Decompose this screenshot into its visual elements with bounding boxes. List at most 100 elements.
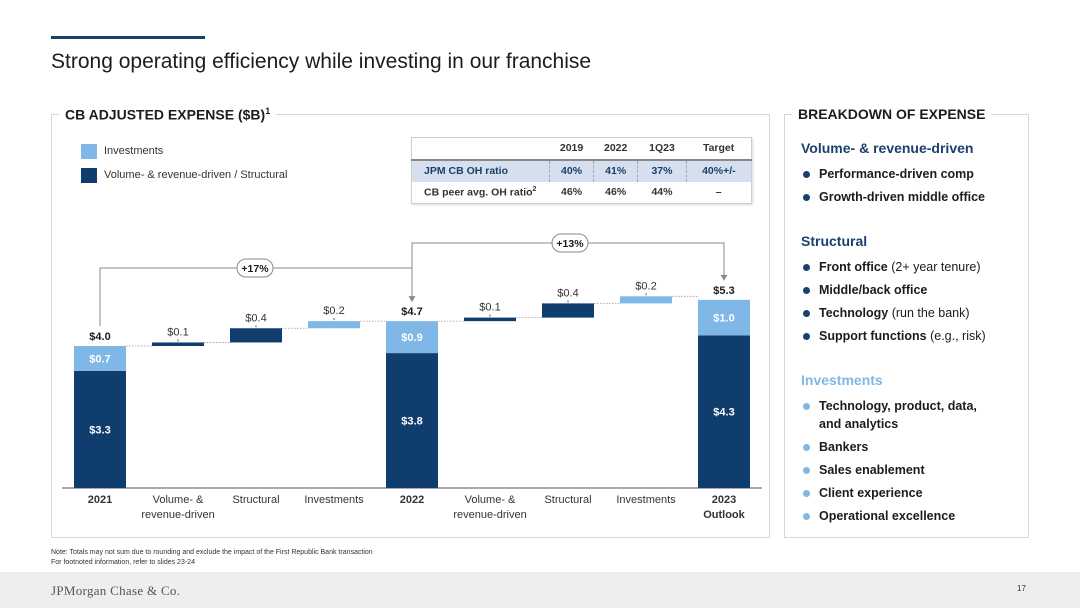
ratio-row-label: JPM CB OH ratio <box>411 159 550 182</box>
breakdown-item-bold: Sales enablement <box>819 463 925 477</box>
bullet-dot-icon <box>803 444 810 451</box>
breakdown-item-text: Middle/back office <box>819 281 927 299</box>
data-label-step: $0.4 <box>557 287 578 299</box>
breakdown-item-bold: Growth-driven middle office <box>819 190 985 204</box>
legend-label: Investments <box>104 145 164 157</box>
ratio-table-header: 2019 2022 1Q23 Target <box>411 137 752 161</box>
footer-bar <box>0 572 1080 608</box>
breakdown-item-bold: and analytics <box>819 417 899 431</box>
legend-swatch-structural <box>81 168 97 183</box>
bullet-dot-icon <box>803 333 810 340</box>
data-label-total: $4.7 <box>401 306 422 318</box>
ratio-row-peer: CB peer avg. OH ratio2 46% 46% 44% – <box>412 182 752 204</box>
breakdown-group-heading: Investments <box>801 372 883 388</box>
breakdown-item-bold: Front office <box>819 260 888 274</box>
growth-badge <box>236 258 274 278</box>
breakdown-item-bold: Technology <box>819 306 889 320</box>
category-label: Investments <box>616 494 676 506</box>
bullet-dot-icon <box>803 403 810 410</box>
data-label-investments: $0.7 <box>89 353 110 365</box>
slide-title: Strong operating efficiency while invest… <box>51 50 592 73</box>
bullet-dot-icon <box>803 490 810 497</box>
breakdown-item-bold: Client experience <box>819 486 923 500</box>
ratio-row-label: CB peer avg. OH ratio <box>424 186 533 199</box>
bullet-dot-icon <box>803 194 810 201</box>
data-label-step: $0.1 <box>479 302 500 314</box>
breakdown-item-bold: Operational excellence <box>819 509 956 523</box>
category-label: Investments <box>304 494 364 506</box>
category-label: revenue-driven <box>453 509 526 521</box>
breakdown-group-heading: Volume- & revenue-driven <box>801 140 974 156</box>
breakdown-item-text: Sales enablement <box>819 461 925 479</box>
ratio-row-jpm: JPM CB OH ratio 40% 41% 37% 40%+/- <box>411 159 752 182</box>
expense-chart-heading: CB ADJUSTED EXPENSE ($B)1 <box>59 106 277 123</box>
data-label-step: $0.4 <box>245 312 266 324</box>
breakdown-item-text: Performance-driven comp <box>819 165 974 183</box>
bar-step-investments <box>308 321 360 329</box>
category-label: 2021 <box>88 494 112 506</box>
overhead-ratio-table: 2019 2022 1Q23 Target JPM CB OH ratio 40… <box>411 137 752 204</box>
category-label: 2023 <box>712 494 736 506</box>
bullet-dot-icon <box>803 171 810 178</box>
breakdown-item-note: (run the bank) <box>888 306 970 320</box>
ratio-header-cell: Target <box>686 137 752 161</box>
title-accent-bar <box>51 36 205 39</box>
category-label: Structural <box>544 494 591 506</box>
data-label-step: $0.1 <box>167 326 188 338</box>
ratio-header-cell: 2022 <box>593 137 638 161</box>
breakdown-item-bold: Performance-driven comp <box>819 167 974 181</box>
ratio-cell: 40% <box>548 159 594 182</box>
breakdown-item-bold: Middle/back office <box>819 283 928 297</box>
legend-label: Volume- & revenue-driven / Structural <box>104 169 288 181</box>
breakdown-item-text: Client experience <box>819 484 923 502</box>
breakdown-item-bold: Bankers <box>819 440 869 454</box>
data-label-total: $4.0 <box>89 331 110 343</box>
category-label: Structural <box>232 494 279 506</box>
breakdown-item-text: Technology (run the bank) <box>819 304 970 322</box>
expense-chart-heading-text: CB ADJUSTED EXPENSE ($B) <box>65 106 266 123</box>
data-label-investments: $1.0 <box>713 313 734 325</box>
ratio-header-cell: 2019 <box>549 137 594 161</box>
breakdown-group-heading: Structural <box>801 233 868 249</box>
growth-badge-label: +13% <box>556 238 584 250</box>
bar-total-structural <box>698 335 750 488</box>
ratio-row-footnote: 2 <box>532 186 537 193</box>
data-label-total: $5.3 <box>713 285 734 297</box>
data-label-investments: $0.9 <box>401 332 422 344</box>
footnote-reference: For footnoted information, refer to slid… <box>51 559 195 566</box>
ratio-header-cell <box>411 137 550 161</box>
bar-total-investments <box>698 299 750 336</box>
bar-step-structural <box>152 342 204 346</box>
bar-step-structural <box>464 317 516 322</box>
breakdown-item-text: Operational excellence <box>819 507 955 525</box>
data-label-structural: $3.3 <box>89 424 110 436</box>
bar-total-structural <box>386 353 438 488</box>
bar-total-investments <box>386 321 438 354</box>
ratio-cell: 44% <box>651 186 673 199</box>
footnote-mark: 1 <box>265 106 271 116</box>
data-label-step: $0.2 <box>635 280 656 292</box>
breakdown-item-text: Support functions (e.g., risk) <box>819 327 986 345</box>
bullet-dot-icon <box>803 264 810 271</box>
bullet-dot-icon <box>803 287 810 294</box>
data-label-structural: $4.3 <box>713 407 734 419</box>
brand-logo: JPMorgan Chase & Co. <box>51 583 181 598</box>
ratio-cell: 41% <box>593 159 638 182</box>
bar-step-investments <box>620 296 672 304</box>
data-label-structural: $3.8 <box>401 416 422 428</box>
footnote-note: Note: Totals may not sum due to rounding… <box>51 549 373 556</box>
ratio-cell: – <box>715 186 722 199</box>
bar-total-investments <box>74 346 126 371</box>
breakdown-item-bold: Technology, product, data, <box>819 399 977 413</box>
breakdown-item-note: (e.g., risk) <box>926 329 986 343</box>
category-label: Volume- & <box>153 494 204 506</box>
category-label: Volume- & <box>465 494 516 506</box>
bar-total-structural <box>74 370 126 488</box>
ratio-header-cell: 1Q23 <box>637 137 687 161</box>
category-label: revenue-driven <box>141 509 214 521</box>
bar-step-structural <box>230 328 282 343</box>
growth-badge-label: +17% <box>241 263 269 275</box>
breakdown-item-text: Growth-driven middle office <box>819 188 985 206</box>
ratio-row-label-wrap: CB peer avg. OH ratio2 <box>412 182 550 204</box>
